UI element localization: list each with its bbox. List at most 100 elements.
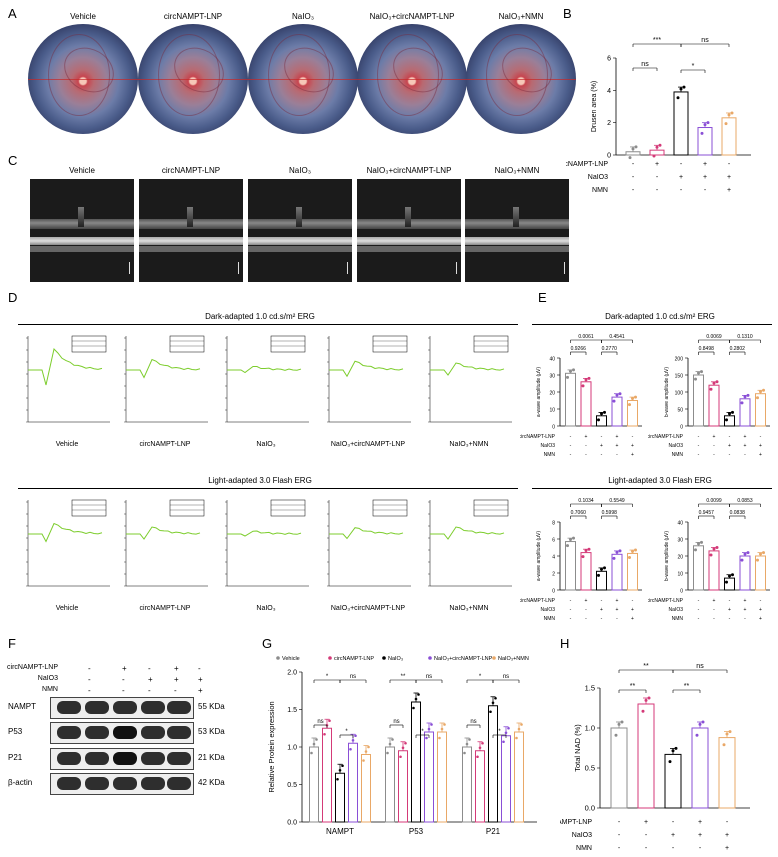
data-point xyxy=(386,751,389,755)
data-point xyxy=(679,87,683,91)
erg-waveform xyxy=(227,365,302,374)
erg-caption: NaIO₃+circNAMPT-LNP xyxy=(330,605,406,612)
y-tick-label: 1.5 xyxy=(287,707,297,714)
data-point xyxy=(634,395,637,399)
fundus-caption: Vehicle xyxy=(70,12,96,21)
treatment-sign: + xyxy=(725,832,729,839)
treatment-sign: - xyxy=(570,434,572,440)
data-point xyxy=(671,749,675,753)
data-point xyxy=(725,418,728,422)
scale-bar xyxy=(347,262,348,274)
blot-band xyxy=(57,777,81,790)
treatment-sign: - xyxy=(585,443,587,449)
data-point xyxy=(489,710,492,714)
blot-row-label: β-actin xyxy=(8,778,33,787)
data-point xyxy=(597,418,600,422)
legend-marker xyxy=(492,656,496,660)
data-point xyxy=(759,552,762,556)
sig-label: 0.5998 xyxy=(602,510,618,516)
blot-lane-row xyxy=(50,773,194,795)
bar xyxy=(437,731,447,823)
erg-caption: circNAMPT-LNP xyxy=(139,441,191,448)
treatment-sign: - xyxy=(570,616,572,622)
treatment-sign: - xyxy=(632,434,634,440)
data-point xyxy=(315,738,318,741)
treatment-sign: + xyxy=(600,443,603,449)
fundus-image xyxy=(138,24,248,134)
blot-band xyxy=(57,726,81,739)
data-point xyxy=(388,742,392,746)
erg-caption: circNAMPT-LNP xyxy=(139,605,191,612)
data-point xyxy=(600,412,603,416)
treatment-sign: - xyxy=(632,161,635,168)
erg-caption: NaIO₃+NMN xyxy=(449,441,489,448)
bar xyxy=(462,746,472,823)
blot-band xyxy=(85,726,109,739)
treatment-sign: + xyxy=(174,664,179,673)
erg-caption: NaIO₃ xyxy=(256,441,276,448)
data-point xyxy=(364,750,368,753)
bar xyxy=(309,746,319,823)
data-point xyxy=(655,145,659,149)
bar xyxy=(724,577,735,591)
data-point xyxy=(362,759,365,762)
treatment-label: NaIO3 xyxy=(541,443,556,449)
data-point xyxy=(728,412,731,416)
treatment-label: circNAMPT-LNP xyxy=(520,434,556,440)
data-point xyxy=(412,706,415,710)
treatment-label: circNAMPT-LNP xyxy=(520,598,556,604)
rpe-layer xyxy=(357,237,461,245)
treatment-sign: + xyxy=(698,819,702,826)
y-tick-label: 0 xyxy=(552,425,555,431)
erg-dark-summary-title: Dark-adapted 1.0 cd.s/m² ERG xyxy=(605,312,715,321)
choroid-layer xyxy=(139,246,243,252)
data-point xyxy=(430,723,433,726)
data-point xyxy=(725,580,728,584)
dark-b-wave-chart: 0 50 100 150 200 b-wave amplitude (μV) 0.0069 0… xyxy=(648,334,770,458)
erg-waveform xyxy=(430,526,505,540)
fundus-image xyxy=(466,24,576,134)
sig-label: 0.9266 xyxy=(571,346,587,352)
treatment-sign: - xyxy=(198,664,201,673)
erg-waveform xyxy=(126,358,201,379)
blot-lane-row xyxy=(50,748,194,770)
treatment-sign: + xyxy=(759,443,762,449)
treatment-sign: - xyxy=(680,161,683,168)
treatment-sign: - xyxy=(174,686,177,695)
y-tick-label: 150 xyxy=(675,374,684,380)
bar xyxy=(611,396,623,427)
choroid-layer xyxy=(248,246,352,252)
data-point xyxy=(644,698,648,702)
data-point xyxy=(341,764,344,768)
sig-label: ns xyxy=(701,37,709,44)
treatment-sign: - xyxy=(698,434,700,440)
data-point xyxy=(712,547,716,551)
y-axis-label: a-wave amplitude (μV) xyxy=(536,367,542,417)
data-point xyxy=(676,96,680,100)
y-tick-label: 1.0 xyxy=(287,745,297,752)
treatment-label: NaIO3 xyxy=(669,607,684,613)
sig-label: ns xyxy=(696,663,704,670)
data-point xyxy=(617,722,621,726)
data-point xyxy=(404,741,407,745)
treatment-sign: - xyxy=(729,434,731,440)
treatment-sign: - xyxy=(616,452,618,458)
blot-band xyxy=(141,777,165,790)
erg-light-summary-title: Light-adapted 3.0 Flash ERG xyxy=(608,476,712,485)
bar xyxy=(361,754,371,823)
panel-label-c: C xyxy=(8,153,18,168)
bar xyxy=(755,393,766,427)
erg-waveform xyxy=(329,527,404,540)
treatment-sign: - xyxy=(698,616,700,622)
optic-nerve xyxy=(405,207,411,227)
choroid-layer xyxy=(357,246,461,252)
bar xyxy=(697,127,713,156)
treatment-label: NMN xyxy=(672,616,684,622)
oct-image xyxy=(248,179,352,282)
data-point xyxy=(722,743,726,747)
divider xyxy=(18,488,518,489)
treatment-sign: + xyxy=(148,675,153,684)
panel-label-b: B xyxy=(563,6,572,21)
divider xyxy=(532,324,772,325)
data-point xyxy=(709,387,713,391)
